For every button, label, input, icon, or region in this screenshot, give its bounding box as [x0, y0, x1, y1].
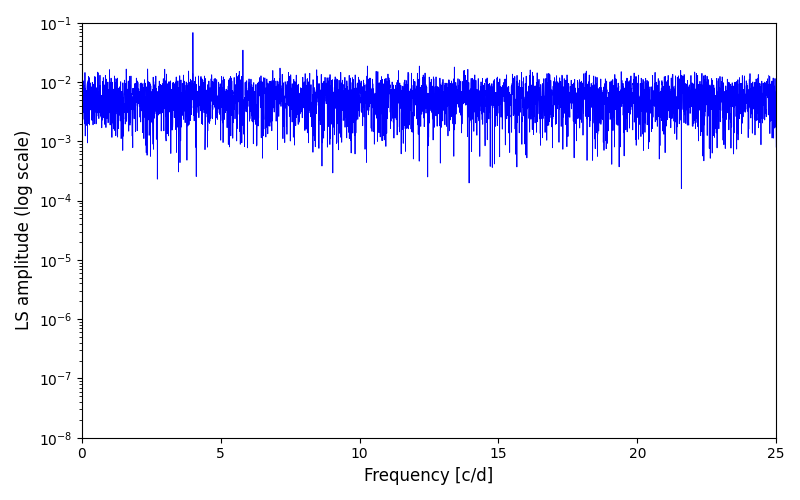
Y-axis label: LS amplitude (log scale): LS amplitude (log scale) [15, 130, 33, 330]
X-axis label: Frequency [c/d]: Frequency [c/d] [364, 467, 494, 485]
